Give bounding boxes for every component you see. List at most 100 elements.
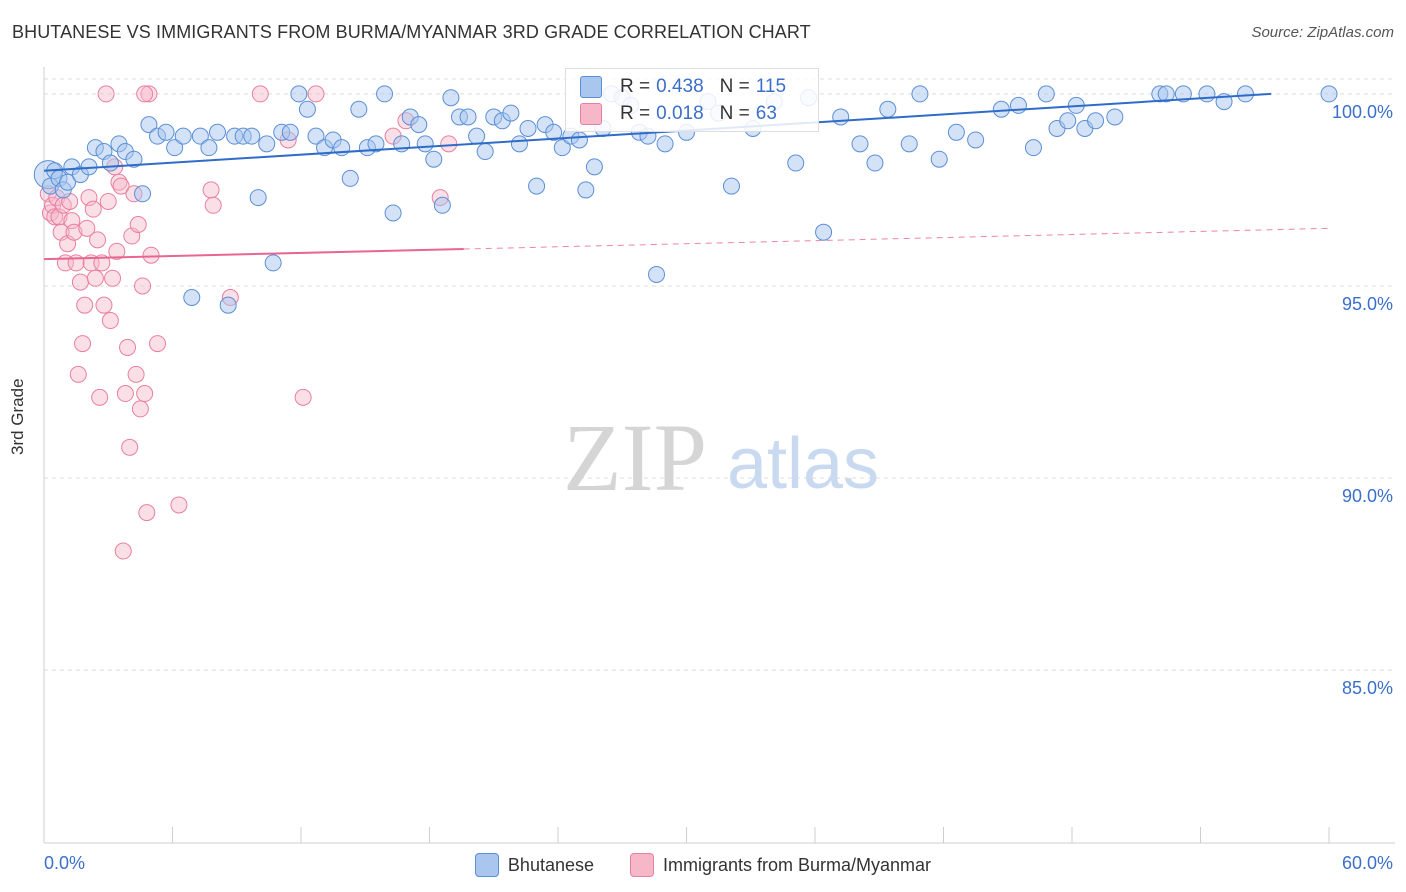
point-burma — [136, 85, 154, 103]
point-bhutanese — [832, 108, 850, 126]
point-bhutanese — [528, 177, 546, 195]
point-bhutanese — [1174, 85, 1192, 103]
point-bhutanese — [1236, 85, 1254, 103]
point-burma — [136, 385, 154, 403]
tick-labels: 100.0% 95.0% 90.0% 85.0% 0.0% 60.0% — [44, 102, 1393, 873]
point-burma — [46, 208, 64, 226]
point-bhutanese — [174, 127, 192, 145]
point-burma — [112, 177, 130, 195]
point-bhutanese — [191, 127, 209, 145]
watermark-atlas: atlas — [727, 424, 879, 504]
point-bhutanese — [476, 143, 494, 161]
point-burma — [114, 542, 132, 560]
point-bhutanese — [1157, 85, 1175, 103]
point-bhutanese — [376, 85, 394, 103]
point-bhutanese — [1106, 108, 1124, 126]
point-burma — [69, 365, 87, 383]
r-value: 0.018 — [656, 103, 704, 124]
point-bhutanese — [433, 196, 451, 214]
point-burma — [134, 277, 152, 295]
point-burma — [65, 223, 83, 241]
point-burma — [91, 388, 109, 406]
point-bhutanese — [851, 135, 869, 153]
trend-line-burma-solid — [43, 248, 464, 261]
point-bhutanese — [900, 135, 918, 153]
point-burma — [294, 388, 312, 406]
point-bhutanese — [264, 254, 282, 272]
point-bhutanese — [384, 204, 402, 222]
point-bhutanese — [166, 139, 184, 157]
point-burma — [129, 216, 147, 234]
point-bhutanese — [510, 135, 528, 153]
point-bhutanese — [410, 116, 428, 134]
point-bhutanese — [656, 135, 674, 153]
point-bhutanese — [219, 296, 237, 314]
point-bhutanese — [502, 104, 520, 122]
legend-swatch-pink — [630, 853, 654, 877]
legend-swatch-blue — [474, 853, 499, 877]
point-burma — [101, 312, 119, 330]
point-burma — [99, 192, 117, 210]
point-bhutanese — [59, 173, 77, 191]
point-burma — [76, 296, 94, 314]
r-value: 0.438 — [656, 76, 704, 97]
point-burma — [307, 85, 325, 103]
legend-swatch-blue — [580, 76, 602, 98]
r-label: R = — [620, 103, 651, 124]
point-bhutanese — [585, 158, 603, 176]
point-bhutanese — [200, 139, 218, 157]
point-bhutanese — [125, 150, 143, 168]
series-bhutanese-points — [33, 85, 1338, 314]
legend-row-burma: R = 0.018 N = 63 — [580, 102, 777, 126]
point-bhutanese — [425, 150, 443, 168]
legend-row-bhutanese: R = 0.438 N = 115 — [580, 75, 786, 99]
point-burma — [202, 181, 220, 199]
point-bhutanese — [967, 131, 985, 149]
point-burma — [121, 438, 139, 456]
point-burma — [89, 231, 107, 249]
point-burma — [108, 242, 126, 260]
point-bhutanese — [866, 154, 884, 172]
point-bhutanese — [1059, 112, 1077, 130]
point-bhutanese — [545, 123, 563, 141]
watermark: ZIP atlas — [563, 404, 879, 511]
point-bhutanese — [298, 100, 316, 118]
axes — [43, 67, 1395, 844]
point-bhutanese — [350, 100, 368, 118]
point-bhutanese — [157, 123, 175, 141]
series-immigrants-burma-points — [39, 85, 458, 560]
point-burma — [93, 254, 111, 272]
point-burma — [86, 269, 104, 287]
point-bhutanese — [911, 85, 929, 103]
point-burma — [74, 335, 92, 353]
point-bhutanese — [341, 169, 359, 187]
legend-item-burma: Immigrants from Burma/Myanmar — [630, 853, 931, 877]
watermark-zip: ZIP — [563, 404, 707, 511]
point-bhutanese — [468, 127, 486, 145]
point-bhutanese — [570, 131, 588, 149]
point-bhutanese — [307, 127, 325, 145]
point-burma — [170, 496, 188, 514]
point-bhutanese — [947, 123, 965, 141]
point-bhutanese — [140, 116, 158, 134]
n-label: N = — [719, 76, 750, 97]
point-bhutanese — [258, 135, 276, 153]
legend-swatch-pink — [580, 103, 602, 125]
gridlines — [44, 78, 1395, 671]
correlation-legend: R = 0.438 N = 115 R = 0.018 N = 63 — [565, 68, 819, 132]
point-bhutanese — [992, 100, 1010, 118]
point-burma — [142, 246, 160, 264]
point-bhutanese — [183, 288, 201, 306]
point-bhutanese — [1037, 85, 1055, 103]
point-burma — [119, 338, 137, 356]
chart-title: BHUTANESE VS IMMIGRANTS FROM BURMA/MYANM… — [12, 22, 811, 42]
point-bhutanese — [208, 123, 226, 141]
trend-lines — [43, 92, 1330, 261]
point-burma — [95, 296, 113, 314]
point-bhutanese — [519, 119, 537, 137]
y-tick-label: 95.0% — [1342, 294, 1393, 314]
x-tick-label-max: 60.0% — [1342, 853, 1393, 873]
y-tick-label: 90.0% — [1342, 486, 1393, 506]
point-burma — [104, 269, 122, 287]
